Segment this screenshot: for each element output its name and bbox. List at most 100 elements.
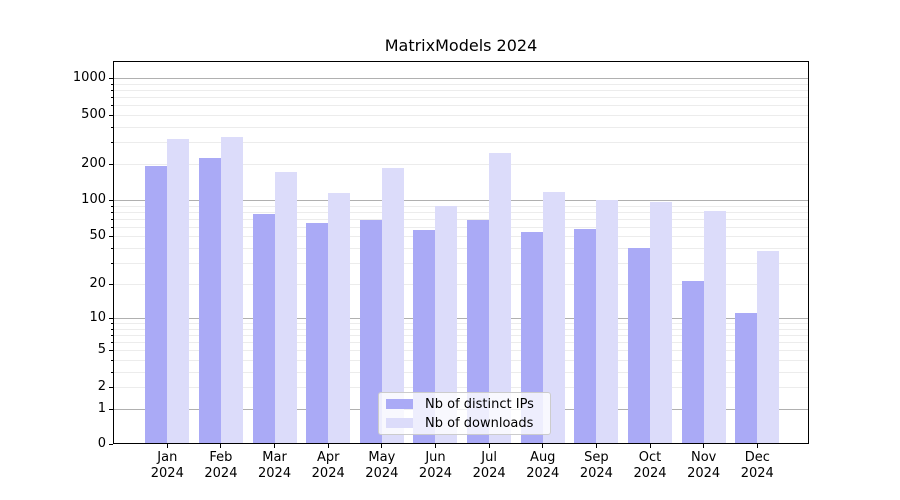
bar-distinct-ips-may bbox=[359, 219, 382, 444]
y-minor-gridline bbox=[113, 226, 809, 228]
y-minor-gridline bbox=[113, 334, 809, 336]
y-minor-tick-mark bbox=[110, 115, 113, 117]
y-tick-label-1000: 1000 bbox=[72, 70, 106, 86]
legend-swatch-distinct-ips bbox=[386, 399, 413, 409]
bar-downloads-aug bbox=[542, 192, 565, 444]
y-minor-gridline bbox=[113, 359, 809, 361]
plot-area bbox=[113, 61, 809, 444]
y-minor-tick-mark bbox=[110, 205, 113, 207]
y-minor-tick-mark bbox=[110, 387, 113, 389]
bar-downloads-apr bbox=[328, 192, 351, 444]
y-minor-gridline bbox=[113, 236, 809, 238]
x-tick-label-nov: Nov 2024 bbox=[687, 450, 721, 481]
y-major-gridline bbox=[113, 200, 809, 202]
x-tick-label-jan: Jan 2024 bbox=[150, 450, 184, 481]
x-tick-label-aug: Aug 2024 bbox=[526, 450, 560, 481]
bar-distinct-ips-apr bbox=[306, 222, 329, 444]
y-tick-label-2: 2 bbox=[97, 379, 106, 395]
y-minor-tick-mark bbox=[110, 350, 113, 352]
x-tick-mark bbox=[327, 444, 329, 448]
y-tick-label-50: 50 bbox=[89, 228, 106, 244]
bar-distinct-ips-nov bbox=[681, 281, 704, 444]
x-tick-mark bbox=[488, 444, 490, 448]
y-minor-gridline bbox=[113, 371, 809, 373]
bar-distinct-ips-jan bbox=[145, 166, 168, 444]
bar-downloads-jun bbox=[435, 206, 458, 444]
y-tick-mark bbox=[109, 200, 113, 202]
x-tick-mark bbox=[381, 444, 383, 448]
bar-distinct-ips-sep bbox=[574, 228, 597, 444]
x-tick-mark bbox=[649, 444, 651, 448]
y-minor-gridline bbox=[113, 323, 809, 325]
y-minor-tick-mark bbox=[110, 211, 113, 213]
bar-distinct-ips-jul bbox=[467, 219, 490, 444]
y-tick-mark bbox=[109, 78, 113, 80]
legend-swatch-downloads bbox=[386, 418, 413, 428]
bar-distinct-ips-jun bbox=[413, 229, 436, 444]
y-tick-label-500: 500 bbox=[81, 107, 106, 123]
y-minor-tick-mark bbox=[110, 371, 113, 373]
x-tick-mark bbox=[756, 444, 758, 448]
y-minor-gridline bbox=[113, 142, 809, 144]
y-minor-gridline bbox=[113, 205, 809, 207]
x-tick-label-sep: Sep 2024 bbox=[579, 450, 613, 481]
x-tick-label-mar: Mar 2024 bbox=[258, 450, 292, 481]
y-minor-tick-mark bbox=[110, 83, 113, 85]
y-minor-tick-mark bbox=[110, 283, 113, 285]
y-minor-tick-mark bbox=[110, 334, 113, 336]
x-tick-label-jul: Jul 2024 bbox=[472, 450, 506, 481]
y-major-gridline bbox=[113, 318, 809, 320]
y-minor-tick-mark bbox=[110, 323, 113, 325]
y-minor-tick-mark bbox=[110, 142, 113, 144]
y-tick-label-100: 100 bbox=[81, 192, 106, 208]
bar-downloads-dec bbox=[757, 250, 780, 444]
x-tick-label-dec: Dec 2024 bbox=[740, 450, 774, 481]
y-minor-gridline bbox=[113, 248, 809, 250]
y-minor-tick-mark bbox=[110, 226, 113, 228]
y-minor-tick-mark bbox=[110, 248, 113, 250]
x-tick-mark bbox=[703, 444, 705, 448]
y-minor-gridline bbox=[113, 328, 809, 330]
y-tick-label-1: 1 bbox=[97, 400, 106, 416]
y-minor-tick-mark bbox=[110, 262, 113, 264]
y-tick-label-0: 0 bbox=[97, 436, 106, 451]
y-minor-gridline bbox=[113, 97, 809, 99]
x-tick-label-feb: Feb 2024 bbox=[204, 450, 238, 481]
y-minor-tick-mark bbox=[110, 163, 113, 165]
x-tick-mark bbox=[220, 444, 222, 448]
bar-distinct-ips-dec bbox=[735, 313, 758, 444]
x-tick-mark bbox=[542, 444, 544, 448]
legend-label-downloads: Nb of downloads bbox=[425, 415, 534, 431]
y-minor-tick-mark bbox=[110, 359, 113, 361]
x-tick-label-jun: Jun 2024 bbox=[418, 450, 453, 481]
y-minor-gridline bbox=[113, 163, 809, 165]
y-minor-gridline bbox=[113, 126, 809, 128]
legend-entry-distinct-ips: Nb of distinct IPs bbox=[386, 397, 544, 412]
y-tick-mark bbox=[109, 444, 113, 445]
x-tick-mark bbox=[166, 444, 168, 448]
legend-label-distinct-ips: Nb of distinct IPs bbox=[425, 396, 534, 412]
y-minor-gridline bbox=[113, 90, 809, 92]
x-tick-label-may: May 2024 bbox=[365, 450, 399, 481]
y-minor-gridline bbox=[113, 262, 809, 264]
y-minor-gridline bbox=[113, 342, 809, 344]
y-major-gridline bbox=[113, 78, 809, 80]
legend-entry-downloads: Nb of downloads bbox=[386, 416, 544, 431]
x-tick-mark bbox=[595, 444, 597, 448]
y-minor-tick-mark bbox=[110, 97, 113, 99]
bar-distinct-ips-aug bbox=[520, 231, 543, 444]
x-tick-label-oct: Oct 2024 bbox=[633, 450, 667, 481]
bar-downloads-nov bbox=[703, 211, 726, 444]
x-tick-mark bbox=[434, 444, 436, 448]
y-minor-tick-mark bbox=[110, 342, 113, 344]
y-minor-tick-mark bbox=[110, 328, 113, 330]
y-tick-mark bbox=[109, 318, 113, 320]
bar-downloads-sep bbox=[596, 200, 619, 444]
bar-distinct-ips-mar bbox=[252, 213, 275, 444]
bar-downloads-jan bbox=[167, 138, 190, 444]
y-minor-gridline bbox=[113, 105, 809, 107]
bar-downloads-may bbox=[381, 167, 404, 444]
bar-distinct-ips-feb bbox=[198, 157, 221, 444]
y-minor-tick-mark bbox=[110, 218, 113, 220]
